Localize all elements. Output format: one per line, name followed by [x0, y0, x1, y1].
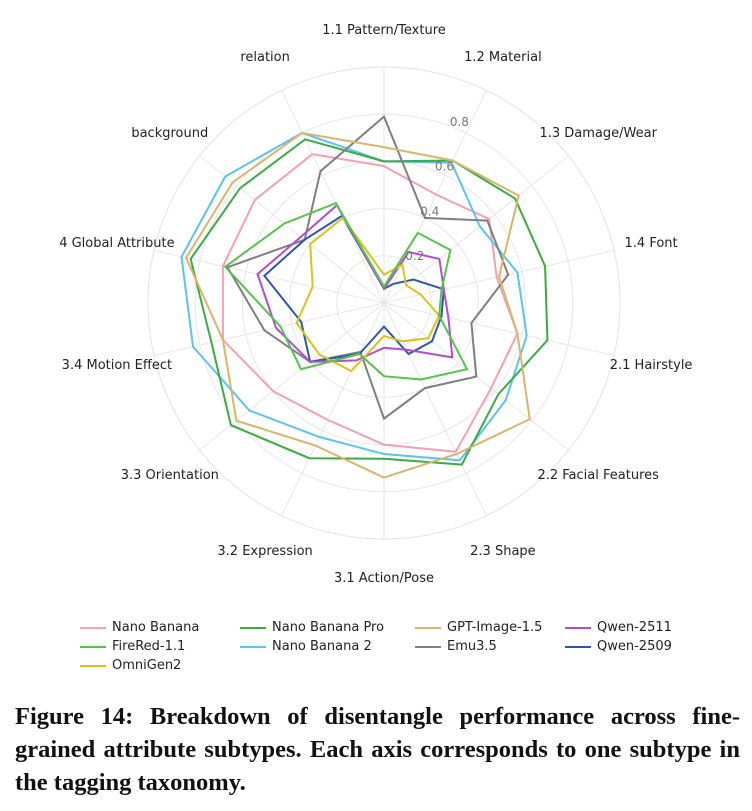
- legend-item: Nano Banana 2: [240, 639, 415, 654]
- legend-item: FireRed-1.1: [80, 639, 240, 654]
- series-line-nano-banana-2: [180, 131, 528, 462]
- series-line-gpt-image-1-5: [184, 131, 531, 479]
- legend-label: GPT-Image-1.5: [447, 620, 543, 635]
- series-line-qwen-2509: [263, 214, 445, 364]
- figure-caption: Figure 14: Breakdown of disentangle perf…: [15, 703, 740, 796]
- grid-spoke: [281, 302, 385, 516]
- axis-label: 1.3 Damage/Wear: [539, 126, 657, 141]
- r-tick-label: 0.8: [450, 115, 469, 129]
- legend: Nano Banana Nano Banana Pro GPT-Image-1.5 Q…: [80, 620, 720, 673]
- grid-spoke: [383, 302, 615, 357]
- legend-label: Nano Banana Pro: [272, 620, 385, 635]
- grid-spoke: [383, 155, 569, 304]
- grid-spoke: [153, 249, 385, 304]
- r-tick-label: 0.2: [405, 249, 424, 263]
- legend-swatch: [565, 645, 591, 648]
- legend-label: Qwen-2511: [597, 620, 672, 635]
- legend-swatch: [415, 645, 441, 648]
- grid-spoke: [383, 302, 487, 516]
- axis-label: 2.2 Facial Features: [537, 468, 659, 483]
- legend-label: Qwen-2509: [597, 639, 672, 654]
- axis-label: 3.1 Action/Pose: [334, 571, 434, 586]
- axis-label: background: [131, 126, 208, 141]
- grid-spoke: [383, 90, 487, 304]
- legend-item: Nano Banana: [80, 620, 240, 635]
- legend-swatch: [80, 626, 106, 629]
- legend-swatch: [80, 645, 106, 648]
- legend-swatch: [565, 626, 591, 629]
- axis-label: 2.3 Shape: [470, 544, 536, 559]
- legend-label: Nano Banana: [112, 620, 200, 635]
- legend-item: Emu3.5: [415, 639, 565, 654]
- series-line-emu3-5: [226, 114, 510, 421]
- axis-label: relation: [240, 50, 290, 65]
- legend-item: OmniGen2: [80, 658, 240, 673]
- r-tick-label: 0.6: [435, 160, 454, 174]
- r-tick-label: 0.4: [420, 204, 439, 218]
- series-line-nano-banana: [221, 153, 519, 453]
- legend-swatch: [240, 626, 266, 629]
- radar-svg: 0.2 0.4 0.6 0.8 1.1 Pattern/Texture 1.2 Mater…: [59, 23, 693, 586]
- legend-swatch: [80, 664, 106, 667]
- axis-label: 3.4 Motion Effect: [62, 358, 172, 373]
- radar-chart: 0.2 0.4 0.6 0.8 1.1 Pattern/Texture 1.2 Mater…: [59, 23, 693, 586]
- axis-label: 1.2 Material: [464, 50, 542, 65]
- legend-label: OmniGen2: [112, 658, 182, 673]
- axis-label: 3.3 Orientation: [121, 468, 219, 483]
- legend-item: GPT-Image-1.5: [415, 620, 565, 635]
- legend-item: Qwen-2511: [565, 620, 710, 635]
- axis-label: 3.2 Expression: [217, 544, 312, 559]
- series-line-omnigen2: [295, 216, 441, 373]
- grid-spoke: [199, 155, 385, 304]
- axis-label: 2.1 Hairstyle: [610, 358, 693, 373]
- legend-item: Qwen-2509: [565, 639, 710, 654]
- axis-label: 1.4 Font: [625, 236, 678, 251]
- grid-spoke: [281, 90, 385, 304]
- legend-item: Nano Banana Pro: [240, 620, 415, 635]
- series-line-nano-banana-pro: [189, 138, 549, 466]
- legend-swatch: [240, 645, 266, 648]
- axis-label: 4 Global Attribute: [59, 236, 174, 251]
- legend-swatch: [415, 626, 441, 629]
- legend-label: FireRed-1.1: [112, 639, 186, 654]
- legend-label: Nano Banana 2: [272, 639, 372, 654]
- series-line-qwen-2511: [256, 203, 454, 363]
- legend-label: Emu3.5: [447, 639, 497, 654]
- axis-label: 1.1 Pattern/Texture: [322, 23, 446, 38]
- series-line-firered-1-1: [223, 201, 469, 381]
